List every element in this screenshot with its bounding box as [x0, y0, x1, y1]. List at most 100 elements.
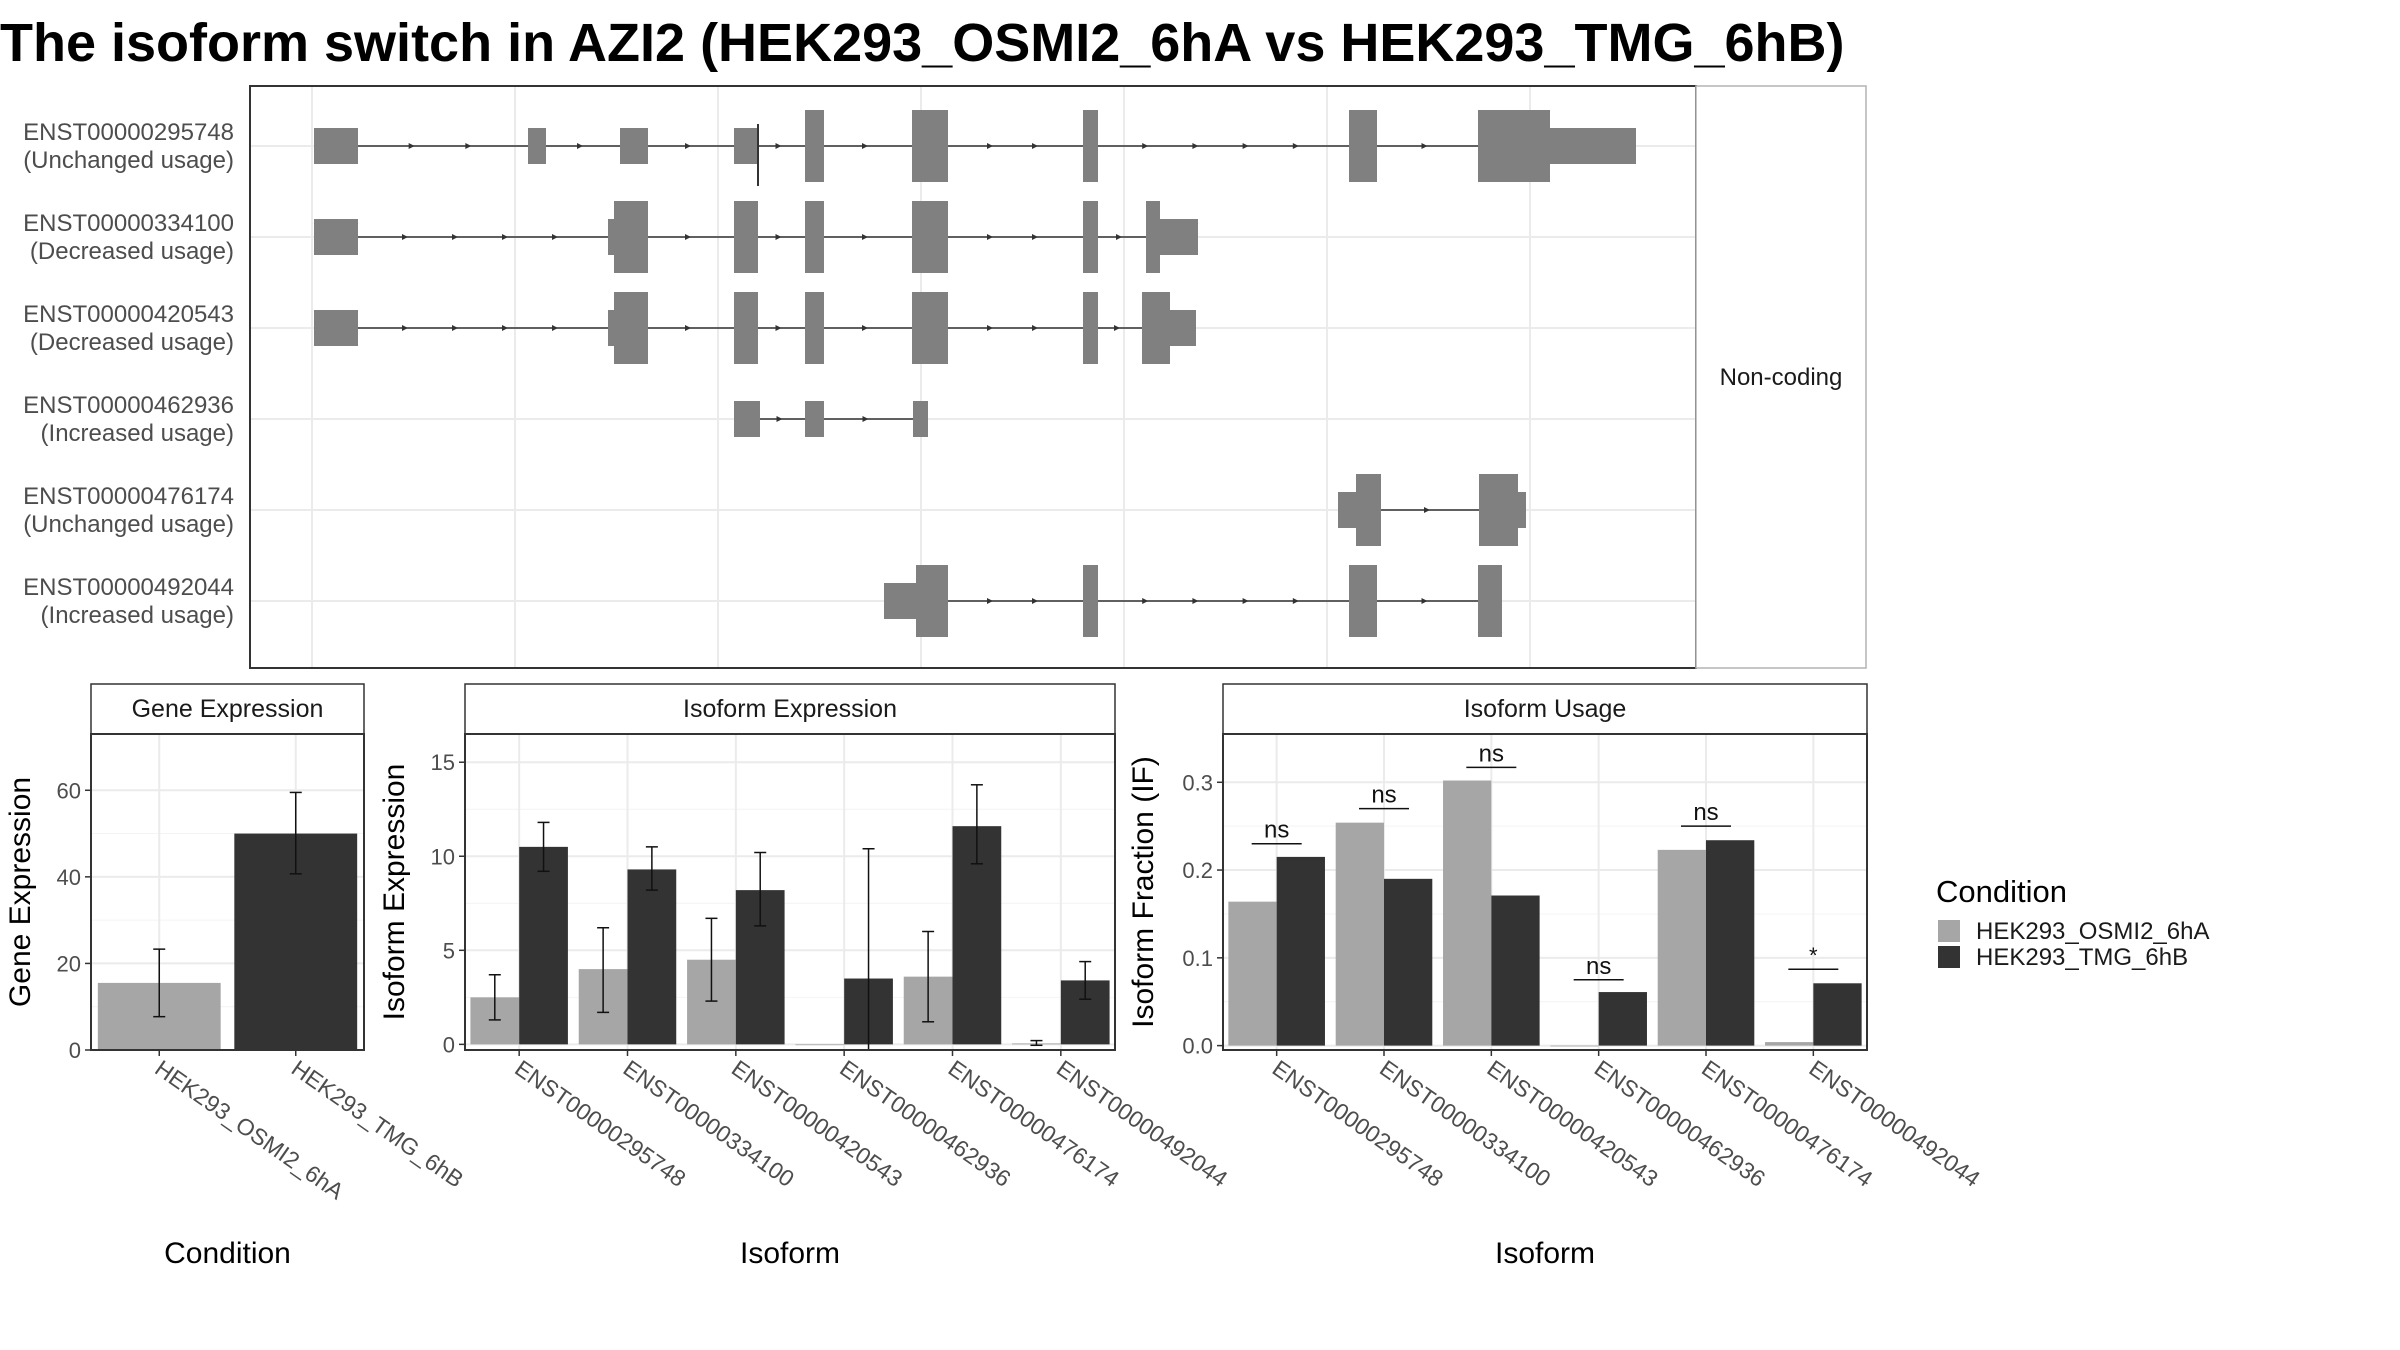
y-axis-title: Isoform Fraction (IF)	[1127, 756, 1160, 1028]
y-axis-title: Isoform Expression	[378, 764, 411, 1021]
strand-arrow	[1242, 598, 1249, 604]
isoform-label-id: ENST00000476174	[23, 483, 234, 510]
strand-arrow	[502, 234, 508, 240]
x-tick-label: ENST00000462936	[1590, 1055, 1770, 1192]
figure-title: The isoform switch in AZI2 (HEK293_OSMI2…	[0, 13, 1845, 73]
exon	[913, 401, 928, 437]
exon	[805, 110, 824, 182]
x-tick-label: ENST00000420543	[1482, 1055, 1662, 1192]
exon	[608, 310, 614, 346]
strand-arrow	[776, 416, 783, 422]
strand-arrow	[1116, 234, 1122, 240]
strand-arrow	[1242, 143, 1249, 149]
legend-label: HEK293_OSMI2_6hA	[1976, 918, 2209, 945]
strip	[90, 683, 365, 735]
panel-border	[464, 733, 1116, 1051]
strand-arrow	[775, 234, 782, 240]
y-axis-title: Gene Expression	[4, 777, 37, 1007]
strand-arrow	[1421, 598, 1428, 604]
exon	[1338, 492, 1356, 528]
isoform-label-id: ENST00000334100	[23, 210, 234, 237]
strand-arrow	[1032, 598, 1038, 604]
isoform-expression-panel: Isoform Expression051015ENST00000295748E…	[378, 683, 1233, 1270]
strand-arrow	[502, 325, 508, 331]
strand-arrow	[1424, 507, 1430, 513]
exon	[608, 219, 614, 255]
strand-arrow	[1292, 598, 1299, 604]
strand-arrow	[552, 325, 558, 331]
isoform-usage-panel: Isoform Usage ns ns ns ns ns * 0.0 0.1 0.2 0.3 ENST…	[1127, 683, 1985, 1270]
exon	[1550, 128, 1636, 164]
isoform-label-id: ENST00000492044	[23, 574, 234, 601]
strand-arrow	[862, 234, 868, 240]
strand-arrow	[402, 325, 408, 331]
y-tick-label: 15	[431, 750, 455, 775]
facet-strip	[1695, 85, 1867, 669]
exon	[734, 292, 758, 364]
significance-label: ns	[1371, 782, 1396, 809]
exon	[614, 292, 648, 364]
strip-label: Isoform Usage	[1464, 695, 1627, 723]
exon	[1349, 565, 1377, 637]
exon	[314, 128, 358, 164]
exon	[314, 310, 358, 346]
strand-arrow	[1032, 143, 1038, 149]
strand-arrow	[552, 234, 558, 240]
exon	[916, 565, 948, 637]
strand-arrow	[1032, 325, 1038, 331]
bar	[1706, 840, 1755, 1046]
exon	[620, 128, 648, 164]
strand-arrow	[1032, 234, 1038, 240]
exon	[1160, 219, 1198, 255]
legend-swatch	[1938, 920, 1960, 942]
bar	[1598, 992, 1647, 1046]
significance-label: ns	[1264, 817, 1289, 844]
gene-structure-panel: ENST00000295748(Unchanged usage)ENST0000…	[23, 85, 1867, 669]
strand-arrow	[987, 598, 993, 604]
strand-arrow	[452, 325, 458, 331]
bar	[1813, 983, 1862, 1046]
exon	[734, 128, 758, 164]
strip	[1222, 683, 1868, 735]
strand-arrow	[408, 143, 415, 149]
isoform-label-usage: (Unchanged usage)	[23, 511, 234, 538]
panel-border	[1222, 733, 1868, 1051]
exon	[314, 219, 358, 255]
x-axis-title: Condition	[164, 1237, 291, 1270]
strand-arrow	[1142, 598, 1149, 604]
strand-arrow	[1142, 143, 1149, 149]
strand-arrow	[402, 234, 408, 240]
bar	[1276, 856, 1325, 1046]
strand-arrow	[452, 234, 458, 240]
exon	[1083, 292, 1098, 364]
strand-arrow	[1421, 143, 1428, 149]
strand-arrow	[577, 143, 583, 149]
strand-arrow	[987, 143, 993, 149]
strand-arrow	[775, 143, 782, 149]
bar	[1228, 901, 1277, 1046]
isoform-label-usage: (Increased usage)	[41, 420, 234, 447]
bar	[1335, 822, 1384, 1046]
significance-label: ns	[1586, 953, 1611, 980]
exon	[1083, 201, 1098, 273]
x-tick-label: ENST00000492044	[1804, 1055, 1985, 1192]
strand-arrow	[775, 325, 782, 331]
strand-arrow	[987, 325, 993, 331]
y-tick-label: 0.1	[1182, 946, 1213, 971]
x-axis-title: Isoform	[740, 1237, 840, 1270]
y-tick-label: 5	[443, 938, 455, 963]
bar	[1657, 849, 1706, 1046]
y-tick-label: 0.3	[1182, 770, 1213, 795]
x-tick-label: ENST00000476174	[1697, 1055, 1878, 1192]
legend-label: HEK293_TMG_6hB	[1976, 944, 2188, 971]
isoform-label-usage: (Decreased usage)	[30, 329, 234, 356]
x-tick-label: ENST00000334100	[1375, 1055, 1555, 1192]
bar	[1765, 1042, 1814, 1046]
strand-arrow	[685, 325, 691, 331]
y-tick-label: 40	[57, 865, 81, 890]
exon	[912, 201, 948, 273]
isoform-label-usage: (Increased usage)	[41, 602, 234, 629]
exon	[1479, 474, 1518, 546]
y-tick-label: 0.0	[1182, 1034, 1213, 1059]
